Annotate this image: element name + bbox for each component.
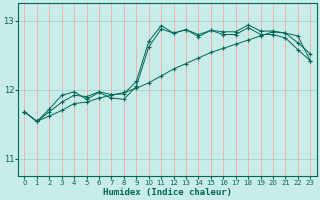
X-axis label: Humidex (Indice chaleur): Humidex (Indice chaleur) (103, 188, 232, 197)
